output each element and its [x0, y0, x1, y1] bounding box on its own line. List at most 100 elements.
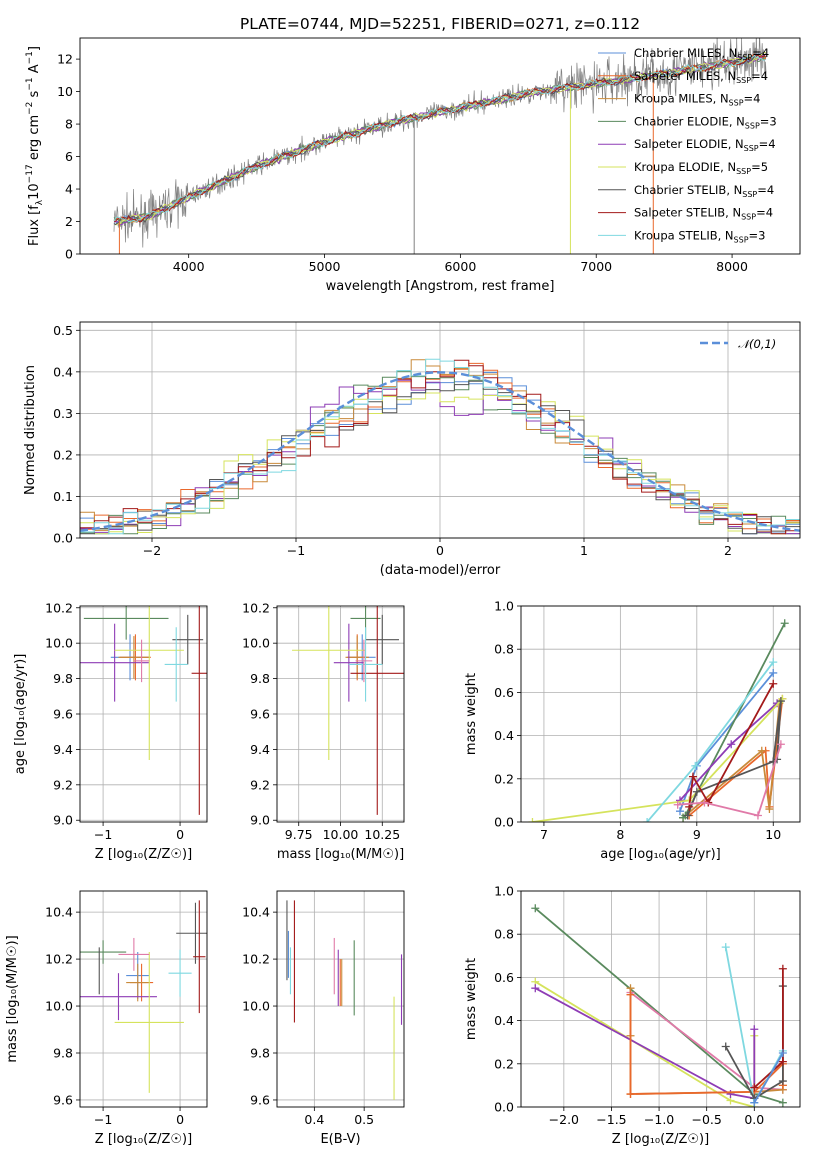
series-marker [692, 787, 701, 796]
errorbar-point [118, 937, 150, 971]
y-tick-label: 0.4 [494, 728, 514, 743]
age_vs_Z-ylabel: age [log₁₀(age/yr)] [13, 654, 28, 775]
x-tick-label: −1.5 [596, 1112, 626, 1127]
legend-label-tail: =3 [749, 228, 766, 242]
mass_vs_Z-xlabel: Z [log₁₀(Z/Z☉)] [95, 1132, 192, 1147]
x-tick-label: −1.0 [644, 1112, 674, 1127]
mass_vs_Z-axes: −1 0 9.6 9.8 10.0 10.2 10.4 [45, 891, 207, 1127]
weight_vs_age-series [528, 619, 789, 822]
legend-label: Salpeter STELIB, NSSP=4 [634, 206, 773, 222]
series-marker [780, 619, 789, 628]
series-marker [673, 800, 682, 809]
series-marker [691, 761, 700, 770]
series-marker [683, 811, 692, 820]
series-marker [688, 772, 697, 781]
y-tick-label: 10.0 [242, 636, 270, 651]
y-tick-label: 0.3 [53, 406, 73, 421]
series-marker [776, 740, 785, 749]
x-tick-label: 9 [693, 827, 701, 842]
legend-label-main: Kroupa STELIB, N [634, 228, 734, 242]
y-tick-label: 9.8 [53, 671, 73, 686]
series-line [682, 622, 786, 819]
y-tick-label: 9.4 [53, 742, 73, 757]
series-marker [531, 904, 540, 913]
y-tick-label: 8 [65, 117, 73, 132]
x-tick-label: 0.4 [304, 1112, 324, 1127]
series-chabrier-miles [750, 1049, 787, 1107]
series-kroupa-elodie [528, 694, 787, 822]
ylabel-part: −17 [25, 164, 35, 183]
errorbar-point [133, 639, 150, 683]
legend-label-tail: =5 [751, 160, 768, 174]
weight_vs_Z-xlabel: Z [log₁₀(Z/Z☉)] [612, 1132, 709, 1147]
legend-label: Kroupa STELIB, NSSP=3 [634, 228, 765, 244]
y-tick-label: 0.4 [494, 1013, 514, 1028]
errorbar-point [191, 606, 207, 815]
y-tick-label: 10.4 [45, 905, 73, 920]
age_vs_mass-axes: 9.75 10.00 10.25 9.0 9.2 9.4 9.6 9.8 10.0 10.2 [242, 600, 404, 842]
age_vs_Z-xlabel: Z [log₁₀(Z/Z☉)] [95, 847, 192, 862]
x-tick-label: −2 [143, 543, 161, 558]
series-marker [769, 668, 778, 677]
spectrum-frame [79, 37, 801, 255]
legend-label-tail: =4 [752, 46, 769, 60]
series-marker [769, 658, 778, 667]
weight_vs_Z-series [531, 904, 787, 1107]
errorbar-point [333, 623, 364, 702]
errorbar-point [292, 606, 366, 761]
y-tick-label: 9.2 [53, 777, 73, 792]
mass_vs_ebv-frame [276, 890, 405, 1108]
mass_vs_Z-points [80, 900, 207, 1093]
series-marker [776, 697, 785, 706]
errorbar-point [80, 940, 127, 964]
y-tick-label: 10.2 [45, 952, 73, 967]
series-marker [778, 964, 787, 973]
series-marker [778, 1049, 787, 1057]
series-marker [675, 807, 684, 816]
legend-label-tail: =4 [744, 92, 761, 106]
y-tick-label: 9.6 [53, 707, 73, 722]
model-line-chabrier-stelib [113, 52, 767, 226]
legend-label-sub: SSP [736, 167, 751, 176]
series-marker [626, 1090, 635, 1099]
y-tick-label: 0.8 [494, 642, 514, 657]
x-tick-label: 0 [436, 543, 444, 558]
errorbar-point [114, 952, 184, 1093]
ylabel-part: −1 [25, 51, 35, 64]
series-marker [727, 740, 736, 749]
normal-curve [80, 371, 800, 532]
x-tick-label: 8000 [716, 259, 748, 274]
hist-step-kroupa-stelib [80, 358, 800, 535]
series-line [532, 698, 784, 822]
legend-label-main: Salpeter MILES, N [634, 69, 736, 83]
residuals-frame [79, 321, 801, 539]
y-tick-label: 0.2 [494, 771, 514, 786]
series-salpeter-stelib [685, 679, 778, 811]
y-tick-label: 0.6 [494, 970, 514, 985]
legend-label-sub: SSP [741, 213, 756, 222]
y-tick-label: 4 [65, 182, 73, 197]
errorbar-point [193, 900, 206, 1014]
residuals-ylabel: Normed distribution [23, 365, 38, 495]
spectrum-ylabel: Flux [fλ10−17 erg cm−2 s−1 A−1] [25, 46, 45, 246]
y-tick-label: 2 [65, 214, 73, 229]
ylabel-part: −1 [25, 77, 35, 90]
series-line [679, 672, 774, 812]
legend-label-tail: =3 [760, 114, 777, 128]
series-salpeter-elodie [675, 699, 782, 805]
age_vs_Z-points [80, 606, 207, 815]
figure-title: PLATE=0744, MJD=52251, FIBERID=0271, z=0… [240, 15, 640, 33]
x-tick-label: 10.25 [364, 827, 400, 842]
legend-label-main: Chabrier ELODIE, N [634, 114, 745, 128]
legend-label: Chabrier STELIB, NSSP=4 [634, 183, 774, 199]
series-marker [769, 679, 778, 688]
y-tick-label: 0.6 [494, 685, 514, 700]
legend-label-tail: =4 [751, 69, 768, 83]
y-tick-label: 0.2 [494, 1056, 514, 1071]
x-tick-label: 8 [616, 827, 624, 842]
ylabel-part: −2 [25, 102, 35, 115]
series-marker [700, 798, 709, 807]
series-marker [528, 818, 537, 822]
y-tick-label: 9.4 [250, 742, 270, 757]
